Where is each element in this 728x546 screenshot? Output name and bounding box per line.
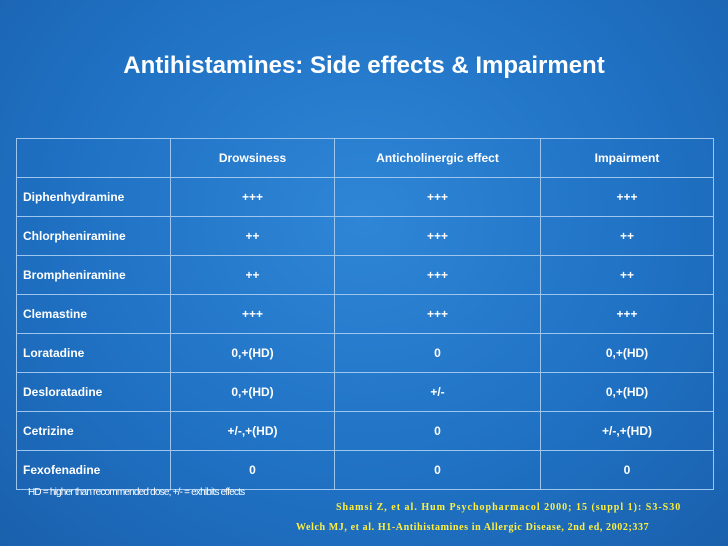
table-cell: +/- <box>334 372 541 412</box>
table-row: Desloratadine 0,+(HD) +/- 0,+(HD) <box>16 372 714 412</box>
citation: Shamsi Z, et al. Hum Psychopharmacol 200… <box>336 502 682 513</box>
row-label: Brompheniramine <box>16 255 171 295</box>
table-cell: 0,+(HD) <box>170 333 335 373</box>
table-row: Chlorpheniramine ++ +++ ++ <box>16 216 714 256</box>
table-cell: 0 <box>334 411 541 451</box>
header-cell: Anticholinergic effect <box>334 138 541 178</box>
table: Drowsiness Anticholinergic effect Impairme… <box>16 138 714 490</box>
row-label: Cetrizine <box>16 411 171 451</box>
slide-title: Antihistamines: Side effects & Impairmen… <box>123 52 605 79</box>
table-row: Cetrizine +/-,+(HD) 0 +/-,+(HD) <box>16 411 714 451</box>
table-cell: 0,+(HD) <box>540 333 714 373</box>
table-cell: +++ <box>540 177 714 217</box>
table-cell: +++ <box>540 294 714 334</box>
table-cell: 0 <box>170 450 335 490</box>
row-label: Clemastine <box>16 294 171 334</box>
table-cell: +/-,+(HD) <box>540 411 714 451</box>
header-cell <box>16 138 171 178</box>
table-cell: ++ <box>170 216 335 256</box>
header-row: Drowsiness Anticholinergic effect Impairme… <box>16 138 714 178</box>
footnote: HD = higher than recommended dose; +/- =… <box>28 487 245 498</box>
citation: Welch MJ, et al. H1-Antihistamines in Al… <box>296 522 650 533</box>
row-label: Chlorpheniramine <box>16 216 171 256</box>
table-cell: +++ <box>334 177 541 217</box>
table-cell: +++ <box>334 255 541 295</box>
table-row: Fexofenadine 0 0 0 <box>16 450 714 490</box>
table-row: Loratadine 0,+(HD) 0 0,+(HD) <box>16 333 714 373</box>
row-label: Desloratadine <box>16 372 171 412</box>
table-row: Clemastine +++ +++ +++ <box>16 294 714 334</box>
table-cell: +/-,+(HD) <box>170 411 335 451</box>
table-cell: 0 <box>334 450 541 490</box>
table-cell: ++ <box>540 255 714 295</box>
table-cell: +++ <box>334 216 541 256</box>
table-row: Brompheniramine ++ +++ ++ <box>16 255 714 295</box>
header-cell: Impairment <box>540 138 714 178</box>
table-cell: 0 <box>334 333 541 373</box>
table-cell: 0,+(HD) <box>170 372 335 412</box>
table-row: Diphenhydramine +++ +++ +++ <box>16 177 714 217</box>
table-cell: 0,+(HD) <box>540 372 714 412</box>
table-cell: ++ <box>170 255 335 295</box>
table-cell: +++ <box>170 294 335 334</box>
header-cell: Drowsiness <box>170 138 335 178</box>
table-cell: +++ <box>170 177 335 217</box>
row-label: Loratadine <box>16 333 171 373</box>
table-cell: +++ <box>334 294 541 334</box>
row-label: Fexofenadine <box>16 450 171 490</box>
table-cell: ++ <box>540 216 714 256</box>
row-label: Diphenhydramine <box>16 177 171 217</box>
table-cell: 0 <box>540 450 714 490</box>
